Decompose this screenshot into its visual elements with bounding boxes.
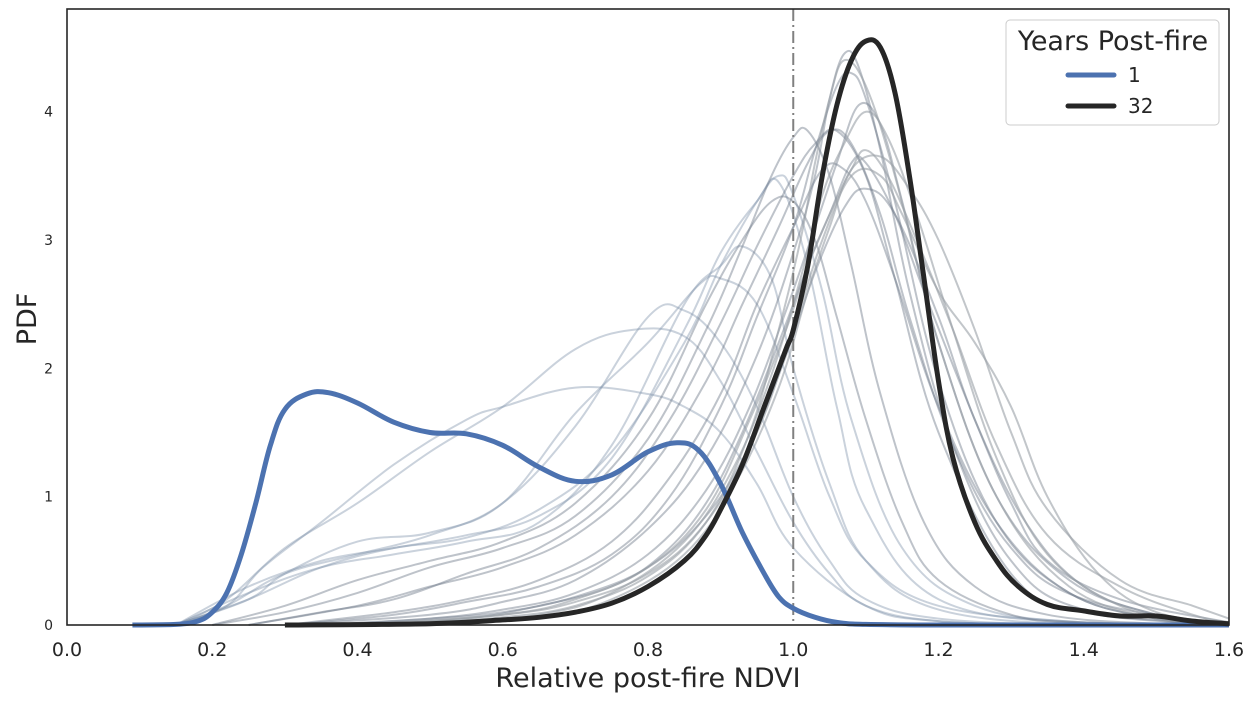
background-series-line-19 (393, 58, 1230, 626)
x-tick-label: 0.2 (197, 639, 227, 661)
background-series-line-5 (175, 245, 1230, 627)
x-tick-label: 0.0 (52, 639, 82, 661)
background-series-line-13 (284, 71, 1230, 626)
background-series-line-22 (430, 154, 1230, 626)
background-series-line-6 (175, 177, 1230, 626)
background-series-group (175, 49, 1230, 627)
background-series-line-7 (175, 174, 1230, 626)
x-tick-label: 1.4 (1069, 639, 1099, 661)
x-axis-label: Relative post-fire NDVI (495, 663, 800, 694)
x-tick-label: 1.2 (923, 639, 953, 661)
y-tick-label: 3 (44, 233, 53, 249)
y-tick-labels: 0 1 2 3 4 (44, 105, 53, 634)
background-series-line-4 (175, 303, 1230, 627)
background-series-line-9 (212, 126, 1230, 626)
x-tick-label: 1.6 (1214, 639, 1244, 661)
x-tick-label: 0.4 (342, 639, 372, 661)
legend-label-32: 32 (1128, 94, 1153, 118)
y-tick-label: 1 (44, 490, 53, 506)
background-series-line-11 (248, 128, 1230, 626)
background-series-line-1 (175, 274, 1230, 626)
plot-frame (66, 8, 1230, 626)
x-tick-label: 1.0 (778, 639, 808, 661)
y-tick-label: 2 (44, 361, 53, 377)
y-tick-label: 4 (44, 105, 53, 121)
legend-label-1: 1 (1128, 63, 1141, 87)
legend-title: Years Post-fire (1017, 26, 1208, 57)
y-tick-label: 0 (44, 618, 53, 634)
background-series-line-2 (175, 386, 1230, 627)
series-line-32 (284, 37, 1230, 628)
legend: Years Post-fire 1 32 (1005, 19, 1220, 126)
background-series-line-8 (212, 195, 1230, 626)
background-series-line-3 (175, 327, 1230, 627)
highlight-series-group (132, 37, 1230, 628)
x-tick-label: 0.6 (488, 639, 518, 661)
y-axis-label: PDF (12, 293, 43, 346)
series-line-1 (132, 389, 1230, 628)
x-tick-label: 0.8 (633, 639, 663, 661)
background-series-line-21 (430, 110, 1230, 626)
background-series-line-10 (248, 128, 1230, 626)
x-tick-labels: 0.0 0.2 0.4 0.6 0.8 1.0 1.2 1.4 1.6 (52, 639, 1244, 661)
